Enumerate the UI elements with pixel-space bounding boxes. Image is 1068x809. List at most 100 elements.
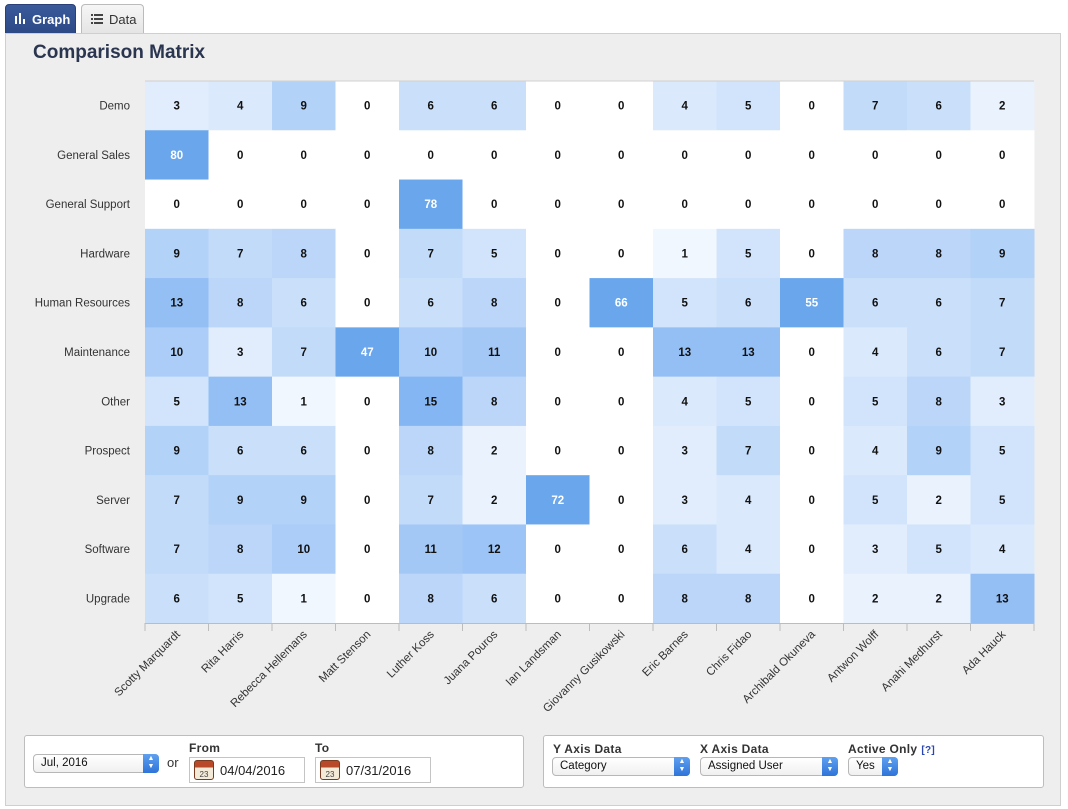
- heatmap-cell: [335, 425, 400, 476]
- cell-value: 6: [936, 298, 942, 310]
- heatmap-cell: [272, 179, 336, 230]
- heatmap-cell: [399, 81, 463, 131]
- cell-value: 0: [174, 199, 180, 211]
- heatmap-cell: [843, 475, 908, 525]
- select-arrows-icon: ▲ ▼: [674, 757, 690, 776]
- cell-value: 6: [428, 298, 434, 310]
- active-only-select[interactable]: Yes ▲ ▼: [848, 757, 898, 776]
- heatmap-cell: [970, 130, 1035, 181]
- heatmap-cell: [399, 179, 463, 230]
- page-title: Comparison Matrix: [33, 42, 206, 63]
- cell-value: 0: [999, 199, 1005, 211]
- cell-value: 7: [428, 495, 434, 507]
- period-select-value: Jul, 2016: [41, 757, 88, 769]
- cell-value: 0: [364, 593, 370, 605]
- to-date-value: 07/31/2016: [346, 762, 412, 778]
- heatmap-cell: [208, 228, 273, 279]
- heatmap-cell: [145, 179, 209, 230]
- heatmap-cell: [145, 278, 209, 328]
- cell-value: 0: [364, 446, 370, 458]
- list-icon: [91, 12, 103, 27]
- cell-value: 78: [424, 199, 437, 211]
- cell-value: 13: [170, 298, 183, 310]
- heatmap-cell: [589, 179, 654, 230]
- heatmap-cell: [335, 278, 400, 328]
- cell-value: 0: [618, 495, 624, 507]
- heatmap-cell: [145, 475, 209, 525]
- heatmap-cell: [145, 130, 209, 181]
- heatmap-cell: [208, 278, 273, 328]
- cell-value: 0: [364, 544, 370, 556]
- heatmap-cell: [589, 81, 654, 131]
- cell-value: 9: [174, 248, 180, 260]
- cell-value: 2: [491, 446, 497, 458]
- cell-value: 55: [805, 298, 818, 310]
- heatmap-cell: [653, 81, 717, 131]
- cell-value: 9: [936, 446, 942, 458]
- to-date-field[interactable]: 23 07/31/2016: [315, 757, 431, 783]
- heatmap-cell: [907, 327, 971, 378]
- heatmap-cell: [970, 475, 1035, 525]
- tab-graph[interactable]: Graph: [5, 4, 76, 34]
- column-label: Juana Pouros: [442, 628, 501, 687]
- heatmap-cell: [208, 425, 273, 476]
- y-axis-select[interactable]: Category ▲ ▼: [552, 757, 690, 776]
- period-select[interactable]: Jul, 2016 ▲ ▼: [33, 754, 159, 773]
- cell-value: 4: [237, 101, 244, 113]
- heatmap-cell: [526, 130, 590, 181]
- heatmap-cell: [589, 130, 654, 181]
- cell-value: 6: [174, 593, 180, 605]
- heatmap-cell: [843, 573, 908, 624]
- cell-value: 4: [745, 544, 752, 556]
- cell-value: 0: [237, 199, 243, 211]
- cell-value: 7: [745, 446, 751, 458]
- cell-value: 0: [618, 544, 624, 556]
- heatmap-cell: [335, 475, 400, 525]
- cell-value: 5: [745, 101, 752, 113]
- cell-value: 4: [682, 396, 689, 408]
- column-label: Luther Koss: [385, 628, 437, 680]
- cell-value: 1: [301, 593, 308, 605]
- cell-value: 66: [615, 298, 628, 310]
- heatmap-cell: [335, 81, 400, 131]
- cell-value: 13: [234, 396, 247, 408]
- heatmap-cell: [145, 573, 209, 624]
- cell-value: 0: [809, 396, 815, 408]
- cell-value: 13: [742, 347, 755, 359]
- cell-value: 6: [301, 298, 307, 310]
- active-help-link[interactable]: [?]: [921, 745, 935, 756]
- heatmap-cell: [526, 573, 590, 624]
- cell-value: 8: [491, 396, 498, 408]
- cell-value: 6: [745, 298, 751, 310]
- tab-data[interactable]: Data: [81, 4, 144, 34]
- heatmap-cell: [399, 524, 463, 575]
- heatmap-cell: [589, 573, 654, 624]
- heatmap-cell: [653, 376, 717, 427]
- cell-value: 0: [682, 150, 688, 162]
- heatmap-cell: [272, 524, 336, 575]
- heatmap-cell: [272, 425, 336, 476]
- heatmap-cell: [780, 228, 844, 279]
- cell-value: 6: [872, 298, 878, 310]
- cell-value: 2: [999, 101, 1005, 113]
- y-axis-select-value: Category: [560, 760, 607, 772]
- cell-value: 3: [237, 347, 243, 359]
- column-label: Matt Stenson: [317, 629, 373, 685]
- date-range-box: Jul, 2016 ▲ ▼ or From 23 04/04/2016 To 23…: [24, 735, 524, 788]
- heatmap-cell: [589, 376, 654, 427]
- active-only-text: Active Only: [848, 742, 918, 756]
- from-label: From: [189, 741, 221, 755]
- cell-value: 13: [996, 593, 1009, 605]
- cell-value: 0: [364, 495, 370, 507]
- x-axis-select[interactable]: Assigned User ▲ ▼: [700, 757, 838, 776]
- cell-value: 0: [809, 544, 815, 556]
- heatmap-cell: [716, 327, 781, 378]
- from-date-field[interactable]: 23 04/04/2016: [189, 757, 305, 783]
- heatmap-cell: [462, 425, 527, 476]
- heatmap-cell: [589, 524, 654, 575]
- heatmap-cell: [653, 179, 717, 230]
- cell-value: 8: [491, 298, 498, 310]
- cell-value: 9: [301, 495, 307, 507]
- heatmap-cell: [272, 376, 336, 427]
- heatmap-cell: [907, 524, 971, 575]
